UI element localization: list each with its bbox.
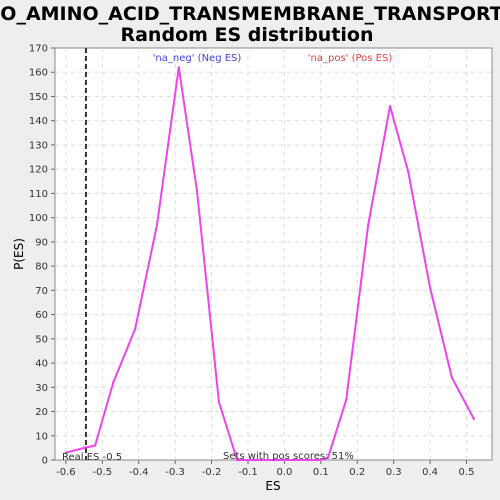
y-tick-label: 50	[35, 334, 48, 345]
axes: 0 10 20 30 40 50 60 70 80 90 100 110 120 130 140 150 160…	[29, 44, 475, 479]
x-axis-label: ES	[265, 479, 280, 493]
data-point	[366, 223, 370, 227]
x-tick-label: 0.1	[313, 467, 329, 478]
x-tick-label: 0.4	[422, 467, 438, 478]
y-tick-label: 160	[29, 68, 48, 79]
y-tick-label: 30	[35, 383, 48, 394]
pos-es-label: 'na_pos' (Pos ES)	[308, 53, 393, 64]
x-tick-label: -0.2	[202, 467, 222, 478]
chart-title-line1: GO_AMINO_ACID_TRANSMEMBRANE_TRANSPORT:	[0, 3, 500, 25]
plot-area	[54, 47, 493, 461]
data-point	[407, 170, 410, 173]
x-tick-label: -0.3	[165, 467, 185, 478]
data-point	[235, 458, 239, 462]
data-point	[450, 376, 454, 379]
data-point	[283, 458, 286, 462]
grid	[55, 48, 492, 460]
y-axis-label: P(ES)	[12, 238, 26, 270]
x-tick-label: -0.4	[129, 467, 149, 478]
y-tick-label: 100	[29, 213, 48, 224]
y-tick-label: 40	[35, 359, 48, 370]
data-point	[64, 451, 68, 454]
data-point	[133, 327, 137, 331]
data-point	[319, 458, 323, 462]
chart-title-line2: Random ES distribution	[120, 24, 373, 46]
data-point	[428, 286, 432, 290]
y-tick-label: 80	[35, 262, 48, 273]
data-point	[345, 398, 348, 401]
data-point	[217, 400, 221, 404]
x-tick-label: -0.6	[56, 467, 76, 478]
data-point	[112, 381, 115, 384]
data-point	[177, 66, 181, 69]
x-tick-label: -0.5	[93, 467, 113, 478]
real-es-label: Real ES -0.5	[62, 452, 122, 463]
y-tick-label: 70	[35, 286, 48, 297]
data-point	[82, 446, 86, 450]
x-tick-label: 0.3	[386, 467, 402, 478]
y-tick-label: 90	[35, 237, 48, 248]
pos-scores-label: Sets with pos scores: 51%	[223, 451, 354, 462]
y-tick-label: 150	[29, 92, 48, 103]
neg-es-label: 'na_neg' (Neg ES)	[153, 53, 242, 64]
y-tick-label: 0	[42, 456, 48, 467]
series-points	[64, 66, 475, 462]
y-tick-label: 170	[29, 44, 48, 55]
y-tick-label: 140	[29, 116, 48, 127]
y-tick-label: 130	[29, 140, 48, 151]
y-tick-label: 110	[29, 189, 48, 200]
y-tick-label: 20	[35, 407, 48, 418]
x-tick-label: 0.0	[276, 467, 292, 478]
x-tick-label: 0.5	[459, 467, 475, 478]
data-point	[254, 458, 257, 462]
data-point	[326, 456, 330, 459]
data-point	[195, 189, 199, 193]
data-point	[388, 104, 392, 108]
data-point	[472, 417, 475, 420]
x-tick-label: 0.2	[349, 467, 365, 478]
y-tick-label: 10	[35, 431, 48, 442]
data-point	[155, 223, 159, 227]
y-tick-label: 120	[29, 165, 48, 176]
x-tick-label: -0.1	[238, 467, 258, 478]
data-point	[93, 444, 97, 447]
y-tick-label: 60	[35, 310, 48, 321]
